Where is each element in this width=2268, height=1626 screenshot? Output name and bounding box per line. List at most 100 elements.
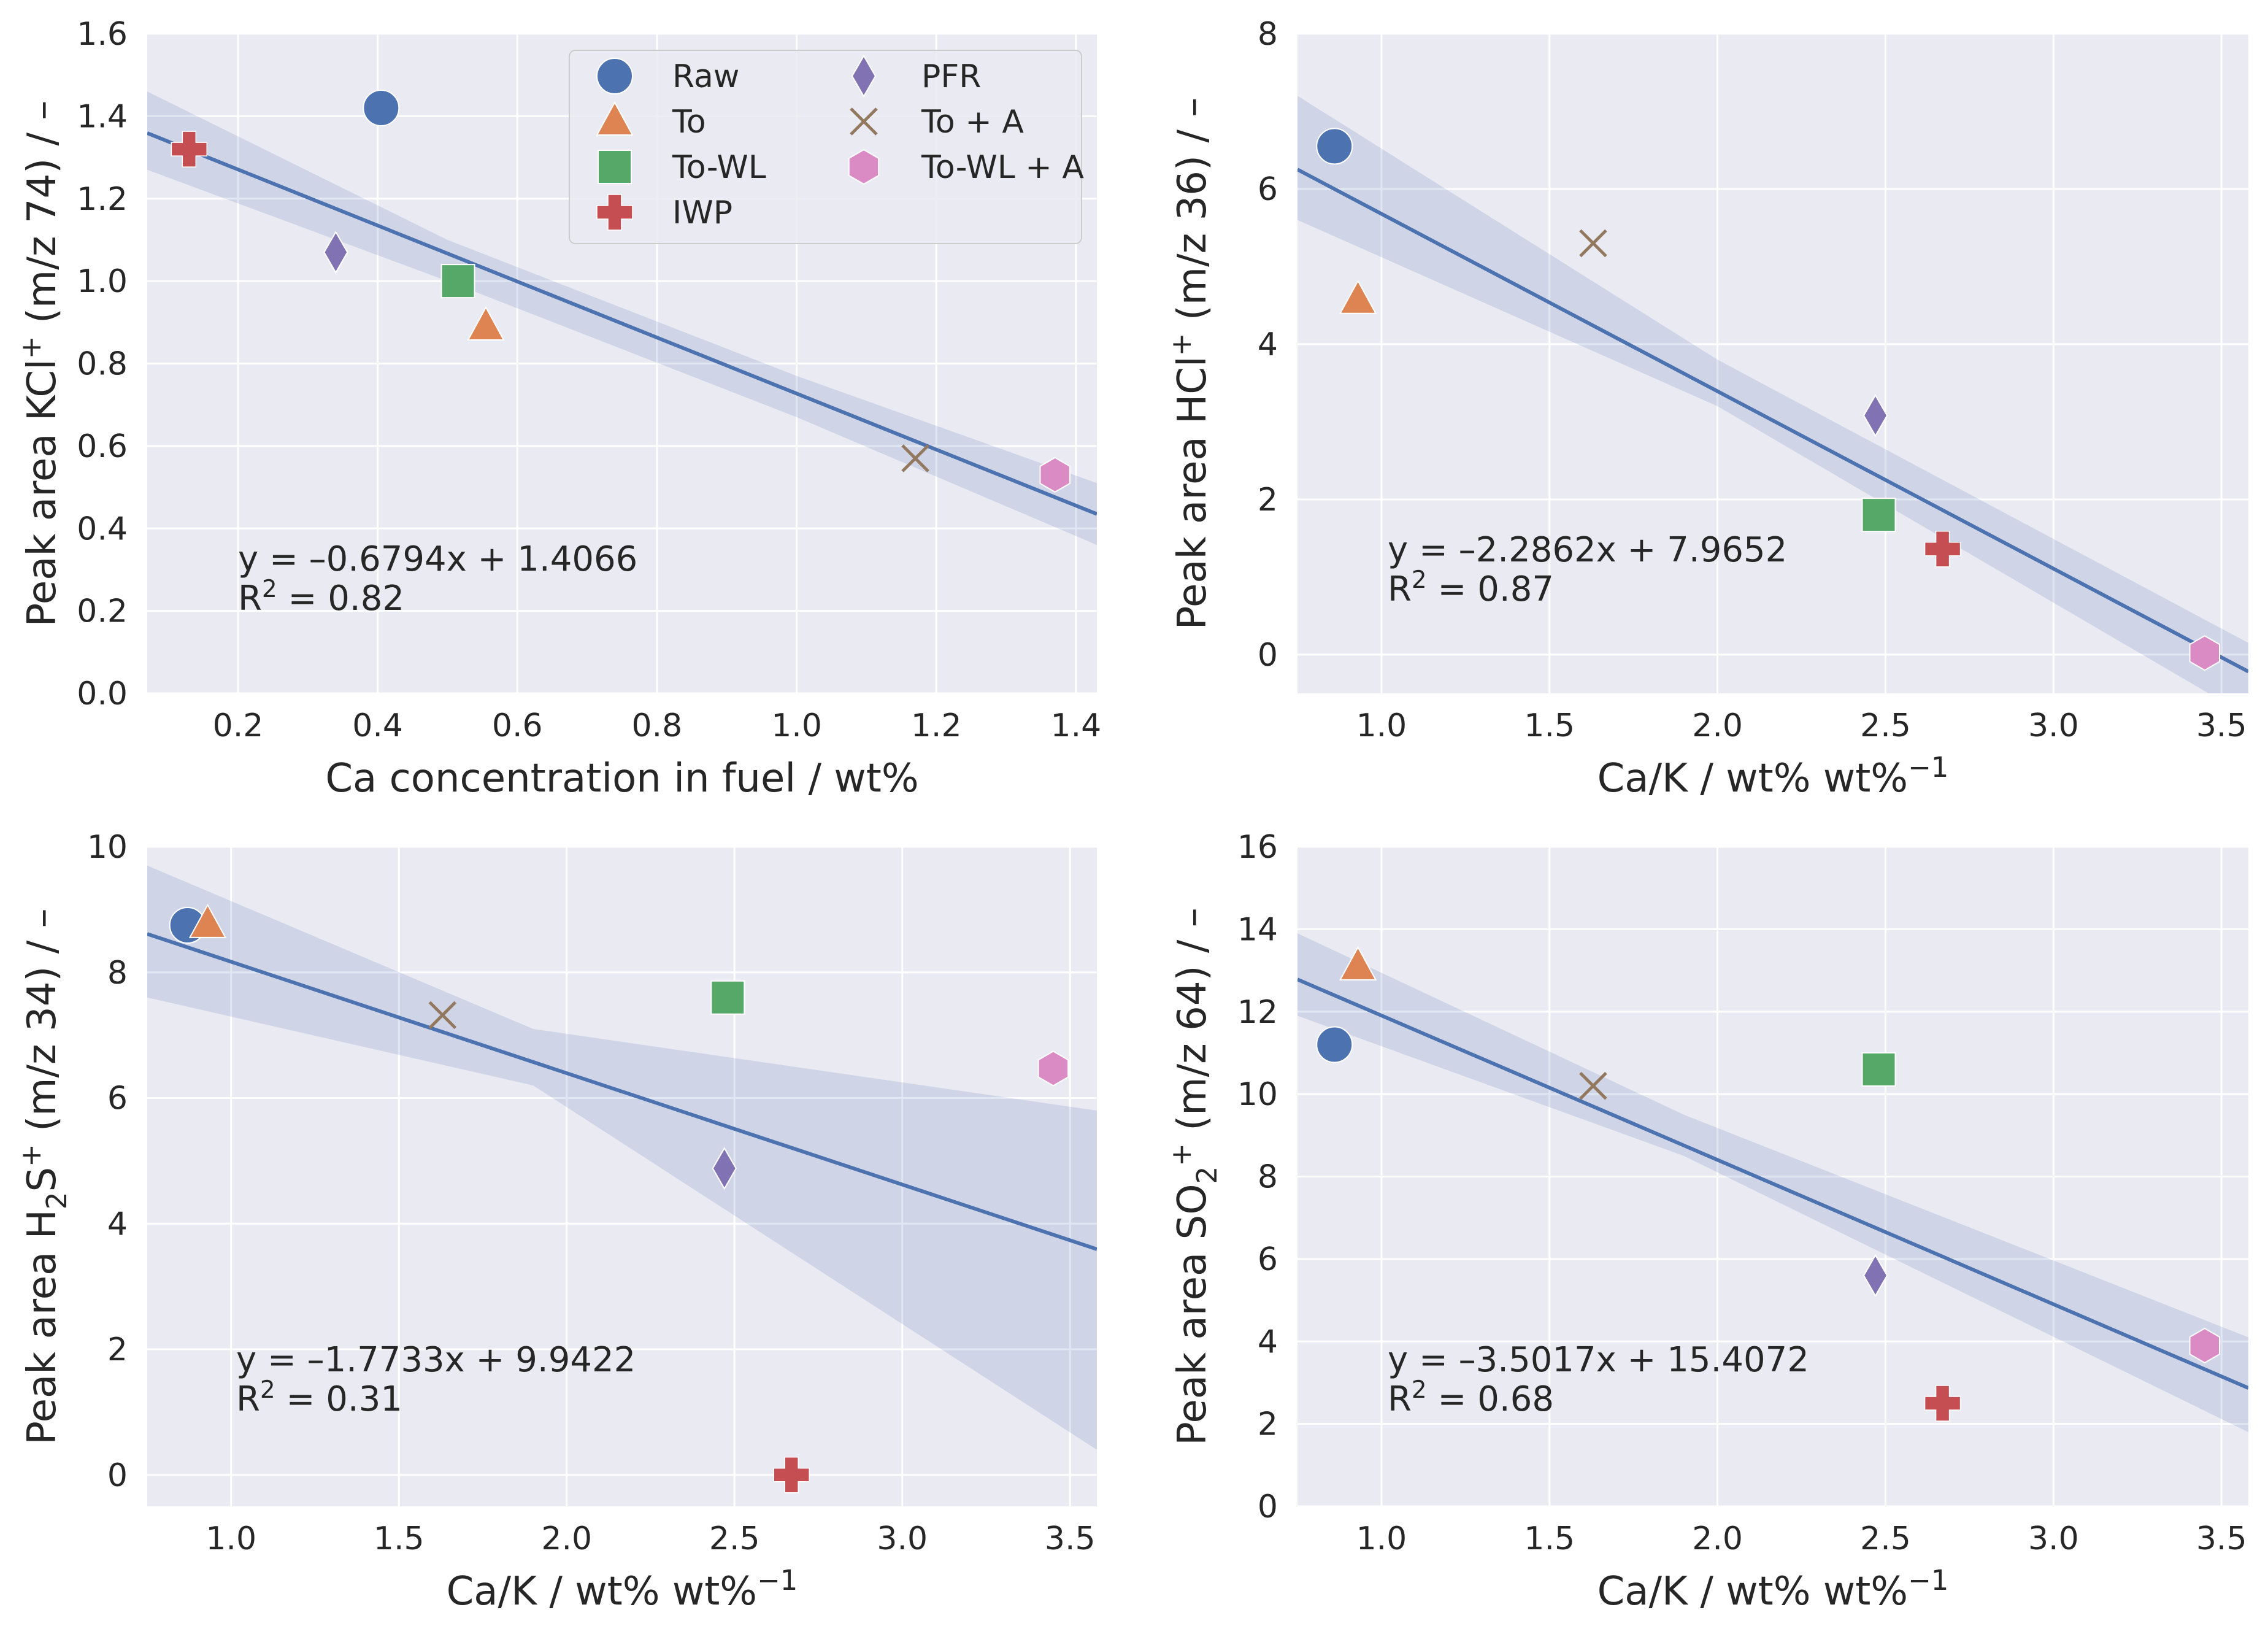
point-to-wl-a <box>2189 635 2221 671</box>
fit-equation: y = –0.6794x + 1.4066 <box>238 539 637 579</box>
chart-so2: 1.0 1.5 2.0 2.5 3.0 3.5 0 2 4 6 8 10 12 14 16 Ca/K / wt… <box>1165 829 2248 1614</box>
point-pfr <box>1862 394 1888 437</box>
grid <box>1297 33 2248 693</box>
r-squared: R2 = 0.82 <box>238 576 404 618</box>
legend-marker-iwp <box>596 194 633 231</box>
data-points <box>171 89 1071 493</box>
r-squared: R2 = 0.68 <box>1388 1376 1554 1419</box>
y-tick-label: 8 <box>1258 1159 1278 1196</box>
point-to-wl <box>1861 498 1896 533</box>
point-pfr <box>323 231 348 274</box>
y-tick-label: 10 <box>1237 1076 1278 1113</box>
data-points <box>169 903 1069 1493</box>
point-to-a <box>1579 229 1607 258</box>
y-tick-label: 1.2 <box>77 181 128 218</box>
chart-hcl: 1.0 1.5 2.0 2.5 3.0 3.5 0 2 4 6 8 Ca/K / wt% wt%−1 P… <box>1165 16 2248 801</box>
x-tick-label: 3.5 <box>1045 1520 1096 1557</box>
x-tick-label: 2.5 <box>1860 1520 1911 1557</box>
legend-label-to-wl-a: To-WL + A <box>921 149 1084 186</box>
fit-line <box>1297 168 2248 674</box>
y-tick-label: 1.4 <box>77 98 128 135</box>
point-to-a <box>428 1001 457 1030</box>
x-tick-label: 2.5 <box>1860 707 1911 744</box>
y-tick-label: 2 <box>1258 482 1278 518</box>
point-to <box>188 903 227 938</box>
x-tick-label: 2.0 <box>1692 707 1743 744</box>
x-tick-label: 1.5 <box>1524 1520 1575 1557</box>
point-raw <box>363 89 400 126</box>
y-tick-label: 0.8 <box>77 346 128 383</box>
x-tick-label: 0.8 <box>632 707 683 744</box>
x-tick-label: 0.4 <box>352 707 403 744</box>
x-tick-label: 2.5 <box>709 1520 760 1557</box>
y-tick-label: 4 <box>1258 1324 1278 1360</box>
x-tick-label: 3.5 <box>2196 707 2247 744</box>
x-tick-label: 1.5 <box>1524 707 1575 744</box>
x-axis-label: Ca concentration in fuel / wt% <box>325 756 918 801</box>
grid <box>147 846 1097 1506</box>
x-tick-label: 3.0 <box>2028 707 2079 744</box>
y-tick-label: 0.2 <box>77 593 128 630</box>
r-squared: R2 = 0.87 <box>1388 566 1554 609</box>
legend-label-raw: Raw <box>672 58 739 95</box>
y-axis-label: Peak area SO2+ (m/z 64) / – <box>1165 907 1223 1446</box>
point-pfr <box>712 1147 737 1190</box>
x-tick-label: 1.0 <box>206 1520 256 1557</box>
y-tick-label: 2 <box>107 1331 128 1368</box>
y-tick-label: 0 <box>1258 1489 1278 1525</box>
data-points <box>1316 128 2221 671</box>
confidence-band <box>147 91 1097 545</box>
y-tick-label: 0 <box>107 1457 128 1494</box>
x-axis-label: Ca/K / wt% wt%−1 <box>1597 1564 1949 1614</box>
legend: Raw To To-WL IWP PFR To + A To-WL + A <box>569 50 1084 244</box>
legend-label-iwp: IWP <box>672 195 732 231</box>
y-tick-label: 0.0 <box>77 676 128 712</box>
legend-label-pfr: PFR <box>921 58 981 95</box>
x-tick-label: 2.0 <box>1692 1520 1743 1557</box>
x-tick-label: 1.4 <box>1051 707 1102 744</box>
x-tick-label: 2.0 <box>541 1520 592 1557</box>
x-tick-label: 3.5 <box>2196 1520 2247 1557</box>
fit-line <box>147 131 1097 516</box>
x-tick-label: 1.2 <box>911 707 962 744</box>
data-points <box>1316 946 2221 1422</box>
point-pfr <box>1862 1254 1888 1297</box>
legend-label-to-a: To + A <box>921 104 1024 141</box>
legend-marker-pfr <box>851 54 877 98</box>
y-tick-label: 8 <box>107 955 128 992</box>
y-tick-label: 2 <box>1258 1406 1278 1443</box>
point-to-wl-a <box>2189 1327 2221 1364</box>
point-to-wl-a <box>1037 1050 1069 1087</box>
point-to-wl <box>710 980 745 1015</box>
grid <box>1297 846 2248 1508</box>
x-axis-label: Ca/K / wt% wt%−1 <box>447 1564 798 1614</box>
point-iwp <box>773 1457 810 1493</box>
y-tick-label: 10 <box>87 829 128 866</box>
confidence-band <box>1297 96 2248 693</box>
x-tick-label: 1.5 <box>374 1520 425 1557</box>
point-to-wl-a <box>1039 457 1071 493</box>
legend-marker-raw <box>596 58 633 94</box>
plot-area <box>147 847 1097 1506</box>
y-tick-label: 6 <box>1258 171 1278 208</box>
x-tick-label: 1.0 <box>1356 1520 1407 1557</box>
fit-equation: y = –3.5017x + 15.4072 <box>1388 1340 1809 1380</box>
y-tick-label: 8 <box>1258 16 1278 53</box>
r-squared: R2 = 0.31 <box>236 1376 402 1419</box>
y-tick-label: 4 <box>1258 326 1278 363</box>
chart-kcl: 0.2 0.4 0.6 0.8 1.0 1.2 1.4 0.0 0.2 0.4 0.6 0.8 1.0 1… <box>15 16 1101 801</box>
legend-box <box>569 50 1082 244</box>
y-axis-label: Peak area H2S+ (m/z 34) / – <box>15 908 73 1444</box>
point-to <box>467 306 505 341</box>
legend-label-to: To <box>672 104 706 141</box>
y-tick-label: 16 <box>1237 829 1278 866</box>
legend-marker-to-wl <box>598 150 632 184</box>
y-tick-label: 12 <box>1237 994 1278 1031</box>
point-to-wl <box>440 264 475 299</box>
y-tick-label: 4 <box>107 1206 128 1243</box>
x-tick-label: 1.0 <box>771 707 822 744</box>
y-tick-label: 1.6 <box>77 16 128 53</box>
y-tick-label: 0.6 <box>77 428 128 465</box>
x-tick-label: 3.0 <box>2028 1520 2079 1557</box>
fit-equation: y = –1.7733x + 9.9422 <box>236 1340 636 1380</box>
